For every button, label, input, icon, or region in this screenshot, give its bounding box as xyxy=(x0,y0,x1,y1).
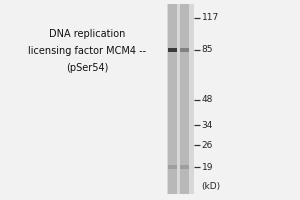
Text: 26: 26 xyxy=(202,140,213,150)
Bar xyxy=(168,165,177,169)
Bar xyxy=(167,4,194,194)
Text: 85: 85 xyxy=(202,46,213,54)
Text: 117: 117 xyxy=(202,14,219,22)
Text: 19: 19 xyxy=(202,162,213,171)
Bar xyxy=(168,4,177,194)
Bar xyxy=(180,4,189,194)
Bar xyxy=(168,48,177,52)
Bar xyxy=(180,165,189,169)
Text: 34: 34 xyxy=(202,120,213,130)
Text: DNA replication: DNA replication xyxy=(49,29,125,39)
Text: (kD): (kD) xyxy=(202,182,221,192)
Text: licensing factor MCM4 --: licensing factor MCM4 -- xyxy=(28,46,146,56)
Bar xyxy=(180,48,189,52)
Text: (pSer54): (pSer54) xyxy=(66,63,108,73)
Text: 48: 48 xyxy=(202,96,213,104)
